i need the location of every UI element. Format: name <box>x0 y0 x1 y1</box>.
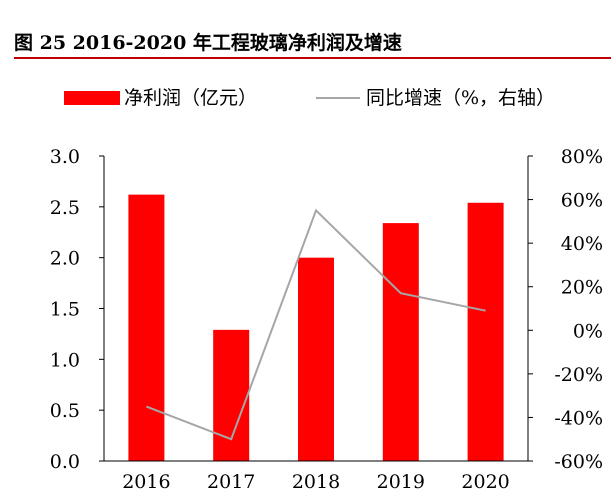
legend-bar-label: 净利润（亿元） <box>124 87 257 109</box>
x-tick-label: 2018 <box>292 471 340 493</box>
left-tick-label: 1.5 <box>50 299 80 321</box>
right-tick-label: -40% <box>554 407 603 429</box>
bar-2017 <box>213 329 250 461</box>
right-tick-label: 0% <box>573 320 603 342</box>
growth-line <box>146 208 486 441</box>
bar-2016 <box>128 194 165 461</box>
right-tick-label: -20% <box>554 364 603 386</box>
left-tick-label: 2.5 <box>50 197 80 219</box>
left-tick-label: 1.0 <box>50 349 80 371</box>
x-tick-label: 2016 <box>122 471 170 493</box>
left-axis: 0.0 0.5 1.0 1.5 2.0 2.5 3.0 <box>50 146 105 473</box>
bar-2018 <box>298 257 334 461</box>
left-tick-label: 0.0 <box>50 451 80 473</box>
line-series <box>146 208 486 441</box>
right-tick-label: 80% <box>561 146 603 168</box>
bar-series <box>128 194 504 461</box>
legend-bar-swatch <box>64 91 120 105</box>
right-tick-label: 20% <box>561 277 603 299</box>
right-tick-label: 60% <box>561 190 603 212</box>
figure-title: 图 25 2016-2020 年工程玻璃净利润及增速 <box>14 32 402 54</box>
bar-2020 <box>467 202 504 461</box>
right-axis: -60% -40% -20% 0% 20% 40% 60% 80% <box>527 146 603 473</box>
title-divider <box>14 57 611 59</box>
x-tick-label: 2017 <box>207 471 255 493</box>
legend: 净利润（亿元） 同比增速（%，右轴） <box>64 87 555 109</box>
bar-2019 <box>382 223 419 461</box>
right-tick-label: -60% <box>554 451 603 473</box>
right-tick-label: 40% <box>561 233 603 255</box>
left-tick-label: 3.0 <box>50 146 80 168</box>
x-axis: 2016 2017 2018 2019 2020 <box>104 460 528 493</box>
legend-line-label: 同比增速（%，右轴） <box>366 87 555 109</box>
x-tick-label: 2020 <box>461 471 509 493</box>
left-tick-label: 0.5 <box>50 400 80 422</box>
x-tick-label: 2019 <box>377 471 425 493</box>
left-tick-label: 2.0 <box>50 248 80 270</box>
